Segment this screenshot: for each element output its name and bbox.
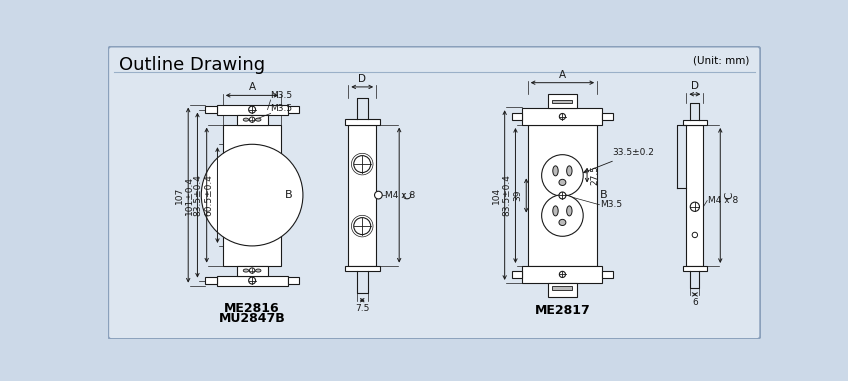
Circle shape (201, 144, 303, 246)
Ellipse shape (255, 269, 261, 272)
Text: 7.5: 7.5 (355, 304, 370, 313)
Ellipse shape (255, 118, 261, 121)
Text: C: C (724, 192, 734, 199)
Ellipse shape (559, 179, 566, 186)
Bar (552, 99, 572, 104)
Bar (287, 106, 299, 114)
Bar (205, 106, 217, 114)
Bar (223, 125, 282, 266)
Bar (527, 125, 597, 266)
Circle shape (249, 117, 254, 122)
Text: A: A (248, 82, 256, 92)
Bar (522, 266, 602, 283)
Ellipse shape (243, 269, 248, 272)
Circle shape (542, 195, 583, 236)
Text: 104: 104 (492, 187, 501, 204)
Bar (217, 275, 287, 286)
Bar (683, 266, 707, 271)
Text: A: A (559, 70, 566, 80)
Text: M3.5: M3.5 (271, 91, 293, 100)
Text: 60.5±0.4: 60.5±0.4 (204, 174, 214, 216)
Text: C: C (403, 191, 413, 199)
Text: D: D (691, 81, 699, 91)
Text: B: B (284, 190, 292, 200)
Text: M4 x 8: M4 x 8 (708, 196, 739, 205)
Text: 83.5±0.4: 83.5±0.4 (194, 174, 203, 216)
Ellipse shape (553, 206, 558, 216)
Bar (344, 266, 380, 271)
Text: M3.5: M3.5 (271, 104, 293, 114)
Text: (Unit: mm): (Unit: mm) (693, 56, 750, 66)
Text: 39: 39 (513, 190, 522, 201)
Bar (511, 113, 522, 120)
Circle shape (560, 271, 566, 277)
Circle shape (690, 202, 700, 211)
Text: 6: 6 (692, 298, 698, 307)
Ellipse shape (559, 219, 566, 226)
Text: M4 x 8: M4 x 8 (385, 190, 416, 200)
Circle shape (692, 232, 698, 238)
Bar (511, 271, 522, 278)
Bar (217, 105, 287, 115)
Bar (349, 125, 376, 266)
Circle shape (560, 114, 566, 120)
Text: M3.5: M3.5 (600, 200, 622, 209)
Bar (602, 271, 613, 278)
Text: D: D (358, 74, 366, 84)
Bar (552, 286, 572, 290)
Circle shape (542, 155, 583, 196)
Bar (205, 277, 217, 285)
Text: 101±0.4: 101±0.4 (185, 176, 193, 215)
Bar (237, 115, 267, 125)
Text: 83.5±0.4: 83.5±0.4 (503, 174, 511, 216)
FancyBboxPatch shape (109, 46, 761, 339)
Text: 27.5: 27.5 (590, 165, 600, 185)
Text: MU2847B: MU2847B (219, 312, 286, 325)
Bar (683, 120, 707, 125)
Text: ME2817: ME2817 (534, 304, 590, 317)
Bar (548, 283, 577, 297)
Circle shape (354, 155, 371, 173)
Bar (287, 277, 299, 285)
Bar (686, 125, 703, 266)
Circle shape (375, 191, 382, 199)
Bar (602, 113, 613, 120)
Circle shape (354, 218, 371, 235)
Ellipse shape (243, 118, 248, 121)
Text: Outline Drawing: Outline Drawing (119, 56, 265, 74)
Circle shape (249, 268, 254, 273)
Ellipse shape (566, 206, 572, 216)
Circle shape (559, 192, 566, 199)
Ellipse shape (553, 166, 558, 176)
Text: ME2816: ME2816 (225, 302, 280, 315)
Text: B: B (600, 190, 608, 200)
Circle shape (248, 277, 255, 284)
Text: 107: 107 (176, 186, 184, 204)
Bar (522, 108, 602, 125)
Bar (548, 94, 577, 108)
Ellipse shape (566, 166, 572, 176)
Text: 33.5±0.2: 33.5±0.2 (583, 149, 655, 173)
Bar (344, 119, 380, 125)
Circle shape (248, 106, 255, 113)
Bar (237, 266, 267, 275)
